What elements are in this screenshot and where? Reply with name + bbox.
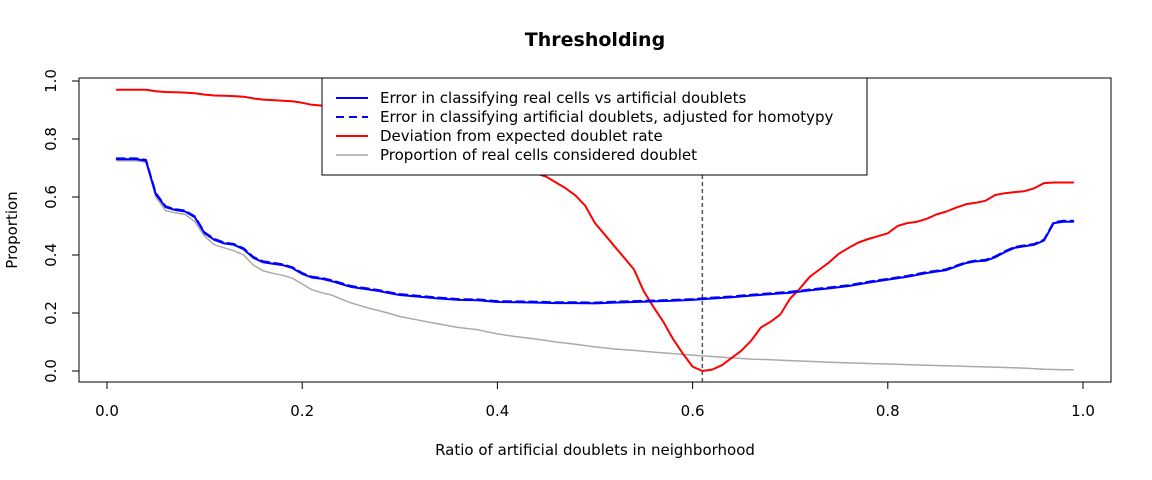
y-tick-label: 1.0	[42, 69, 60, 93]
x-tick-label: 0.6	[681, 402, 705, 420]
x-tick-label: 0.4	[485, 402, 509, 420]
series-line-1	[115, 157, 1075, 304]
y-tick-label: 0.6	[42, 185, 60, 209]
x-axis-label: Ratio of artificial doublets in neighbor…	[435, 441, 755, 459]
legend-entry-3: Proportion of real cells considered doub…	[380, 146, 697, 164]
y-axis-label: Proportion	[3, 191, 21, 268]
series-line-3	[116, 160, 1074, 371]
x-tick-label: 0.0	[95, 402, 119, 420]
series-line-2	[115, 88, 1075, 372]
legend-entry-0: Error in classifying real cells vs artif…	[380, 89, 746, 107]
y-tick-label: 0.0	[42, 359, 60, 383]
legend: Error in classifying real cells vs artif…	[321, 77, 868, 176]
x-tick-label: 1.0	[1071, 402, 1095, 420]
series-line-0	[115, 158, 1075, 305]
y-tick-label: 0.2	[42, 301, 60, 325]
y-tick-label: 0.8	[42, 127, 60, 151]
legend-entry-1: Error in classifying artificial doublets…	[380, 108, 834, 126]
series-layer	[115, 88, 1075, 372]
x-axis: 0.0 0.2 0.4 0.6 0.8 1.0	[95, 381, 1095, 420]
legend-entry-2: Deviation from expected doublet rate	[380, 127, 663, 145]
legend-box	[321, 77, 868, 176]
y-tick-label: 0.4	[42, 243, 60, 267]
x-tick-label: 0.2	[290, 402, 314, 420]
y-axis: 0.0 0.2 0.4 0.6 0.8 1.0	[42, 69, 80, 383]
chart-title: Thresholding	[525, 29, 665, 51]
x-tick-label: 0.8	[876, 402, 900, 420]
